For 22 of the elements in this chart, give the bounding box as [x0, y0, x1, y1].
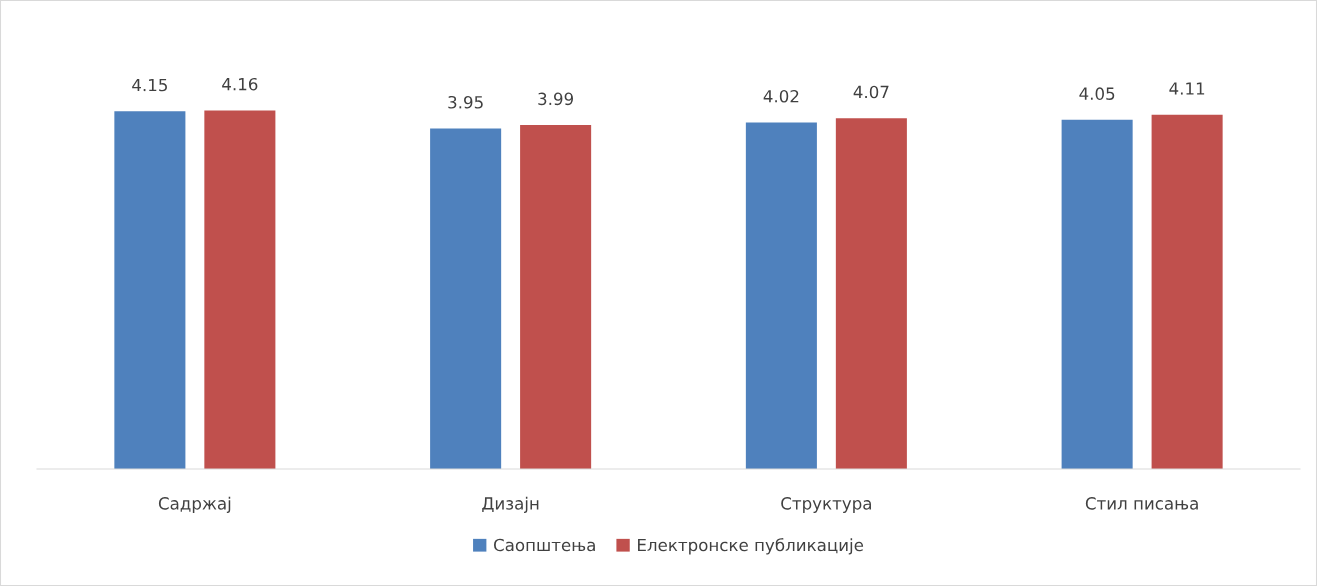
bar: [835, 118, 907, 469]
bar: [114, 111, 186, 469]
legend-label: Електронске публикације: [638, 538, 864, 555]
bar: [204, 110, 276, 469]
legend-label: Саопштења: [493, 538, 595, 552]
bar: [745, 122, 817, 469]
x-tick-label: Стил писања: [1085, 497, 1198, 510]
x-tick-label: Структура: [781, 497, 871, 513]
bar: [430, 128, 502, 469]
bar: [520, 125, 592, 469]
data-label: 4.15: [132, 78, 167, 92]
data-label: 3.95: [448, 95, 483, 109]
x-tick-label: Садржај: [158, 496, 231, 513]
data-label: 4.05: [1079, 87, 1115, 100]
data-label: 4.02: [763, 89, 799, 103]
data-label: 4.16: [222, 77, 258, 91]
data-label: 4.11: [1169, 82, 1205, 95]
data-label: 3.99: [538, 92, 573, 106]
bar: [1061, 119, 1133, 469]
x-tick-label: Дизајн: [482, 496, 539, 513]
data-label: 4.07: [853, 85, 889, 99]
bar: [1151, 114, 1223, 469]
